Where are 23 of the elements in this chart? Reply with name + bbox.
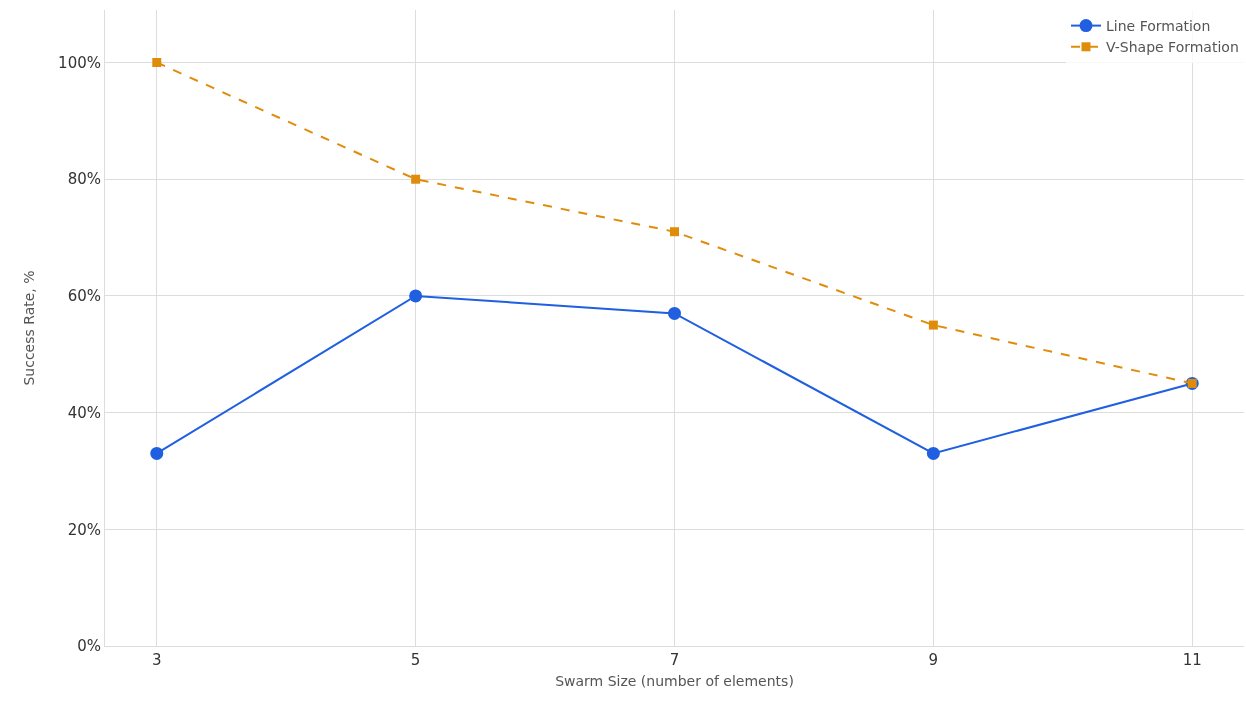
x-tick-label: 11 xyxy=(1182,651,1202,669)
point xyxy=(928,320,938,330)
point xyxy=(409,289,423,303)
point xyxy=(150,446,164,460)
legend-label: Line Formation xyxy=(1106,18,1211,35)
x-tick-label: 3 xyxy=(152,651,162,669)
y-tick-label: 20% xyxy=(67,520,101,539)
y-tick-label: 80% xyxy=(67,170,101,189)
x-axis-title: Swarm Size (number of elements) xyxy=(555,673,794,690)
y-tick-label: 100% xyxy=(58,53,101,72)
x-tick-label: 7 xyxy=(669,651,680,669)
y-tick-label: 0% xyxy=(77,637,101,656)
point xyxy=(411,174,421,184)
x-tick-label: 5 xyxy=(410,651,421,669)
y-tick-label: 60% xyxy=(67,287,101,306)
point xyxy=(152,58,162,68)
point xyxy=(670,227,679,237)
legend-label: V-Shape Formation xyxy=(1106,39,1239,56)
point xyxy=(668,306,681,320)
point xyxy=(926,446,940,460)
y-axis-title: Success Rate, % xyxy=(20,270,37,386)
y-tick-label: 40% xyxy=(67,403,101,422)
x-tick-label: 9 xyxy=(928,651,939,669)
